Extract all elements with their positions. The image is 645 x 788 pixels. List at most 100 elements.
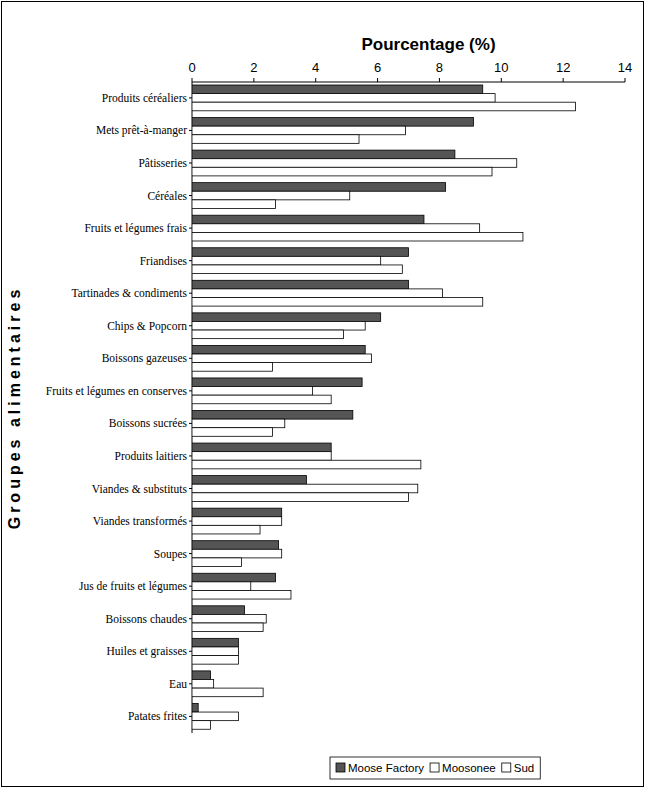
bar xyxy=(192,680,214,689)
x-tick xyxy=(439,78,440,82)
x-tick xyxy=(253,78,254,82)
bar xyxy=(192,428,272,437)
y-tick xyxy=(189,163,192,164)
y-tick xyxy=(189,97,192,98)
x-tick-label: 10 xyxy=(494,60,508,75)
y-tick xyxy=(189,683,192,684)
bar xyxy=(192,647,238,656)
legend-swatch xyxy=(430,763,439,772)
bar xyxy=(192,363,272,372)
category-label: Boissons sucrées xyxy=(109,417,188,429)
bar xyxy=(192,135,359,144)
category-label: Soupes xyxy=(154,548,188,561)
bar xyxy=(192,321,365,330)
category-label: Boissons chaudes xyxy=(106,613,188,625)
bar xyxy=(192,94,495,103)
bar xyxy=(192,525,260,534)
bar xyxy=(192,289,443,298)
category-label: Pâtisseries xyxy=(138,157,187,169)
bar xyxy=(192,126,405,135)
category-label: Friandises xyxy=(140,255,188,267)
bar xyxy=(192,476,306,485)
x-tick-label: 8 xyxy=(436,60,443,75)
frame xyxy=(2,2,644,787)
bar xyxy=(192,452,331,461)
bar xyxy=(192,712,238,721)
bar xyxy=(192,387,313,396)
y-tick xyxy=(189,521,192,522)
bar xyxy=(192,419,285,428)
chart-svg: Pourcentage (%)Groupes alimentaires02468… xyxy=(0,0,645,788)
category-label: Viandes & substituts xyxy=(92,483,188,495)
bar xyxy=(192,623,263,632)
y-tick xyxy=(189,488,192,489)
bar xyxy=(192,102,576,111)
y-tick xyxy=(189,358,192,359)
category-label: Jus de fruits et légumes xyxy=(79,580,187,593)
bar xyxy=(192,443,331,452)
category-label: Tartinades & condiments xyxy=(72,287,188,299)
bar xyxy=(192,159,517,168)
bar xyxy=(192,606,245,615)
x-tick xyxy=(625,78,626,82)
y-tick xyxy=(189,716,192,717)
legend-box xyxy=(330,757,540,779)
bar xyxy=(192,493,409,502)
category-label: Boissons gazeuses xyxy=(102,352,188,365)
bar xyxy=(192,256,381,265)
bar xyxy=(192,313,381,322)
y-axis-line xyxy=(192,82,193,733)
bar xyxy=(192,85,483,94)
bar xyxy=(192,671,211,680)
x-tick-label: 0 xyxy=(188,60,195,75)
bar xyxy=(192,721,211,730)
bar xyxy=(192,183,446,192)
y-tick xyxy=(189,423,192,424)
legend-swatch xyxy=(336,763,345,772)
bar xyxy=(192,558,241,567)
bar xyxy=(192,298,483,307)
category-label: Produits laitiers xyxy=(114,450,187,462)
y-tick xyxy=(189,325,192,326)
bar xyxy=(192,354,371,363)
bar xyxy=(192,215,424,224)
x-axis-line xyxy=(192,82,625,83)
y-tick xyxy=(189,390,192,391)
category-label: Fruits et légumes en conserves xyxy=(46,385,188,398)
bar xyxy=(192,573,276,582)
y-tick xyxy=(189,553,192,554)
bar xyxy=(192,345,365,354)
bar xyxy=(192,265,402,274)
y-tick xyxy=(189,130,192,131)
bar xyxy=(192,549,282,558)
bar xyxy=(192,614,266,623)
x-tick xyxy=(563,78,564,82)
bar xyxy=(192,280,409,289)
bar xyxy=(192,395,331,404)
category-label: Produits céréaliers xyxy=(102,92,188,104)
bar xyxy=(192,167,492,176)
y-tick xyxy=(189,455,192,456)
bar xyxy=(192,118,473,127)
y-tick xyxy=(189,651,192,652)
y-tick xyxy=(189,618,192,619)
category-label: Huiles et graisses xyxy=(107,645,188,658)
category-label: Patates frites xyxy=(128,710,188,722)
category-label: Chips & Popcorn xyxy=(107,320,187,333)
x-tick-label: 12 xyxy=(556,60,570,75)
x-tick xyxy=(377,78,378,82)
bar xyxy=(192,232,523,241)
x-tick-label: 2 xyxy=(250,60,257,75)
bar xyxy=(192,590,291,599)
category-label: Mets prêt-à-manger xyxy=(96,124,187,137)
category-label: Eau xyxy=(169,678,187,690)
bar xyxy=(192,191,350,200)
x-tick xyxy=(315,78,316,82)
y-tick xyxy=(189,586,192,587)
bar xyxy=(192,582,251,591)
bars xyxy=(192,85,576,729)
legend: Moose FactoryMoosoneeSud xyxy=(330,757,540,779)
category-label: Fruits et légumes frais xyxy=(84,222,187,235)
y-tick xyxy=(189,228,192,229)
category-label: Céréales xyxy=(147,190,187,202)
